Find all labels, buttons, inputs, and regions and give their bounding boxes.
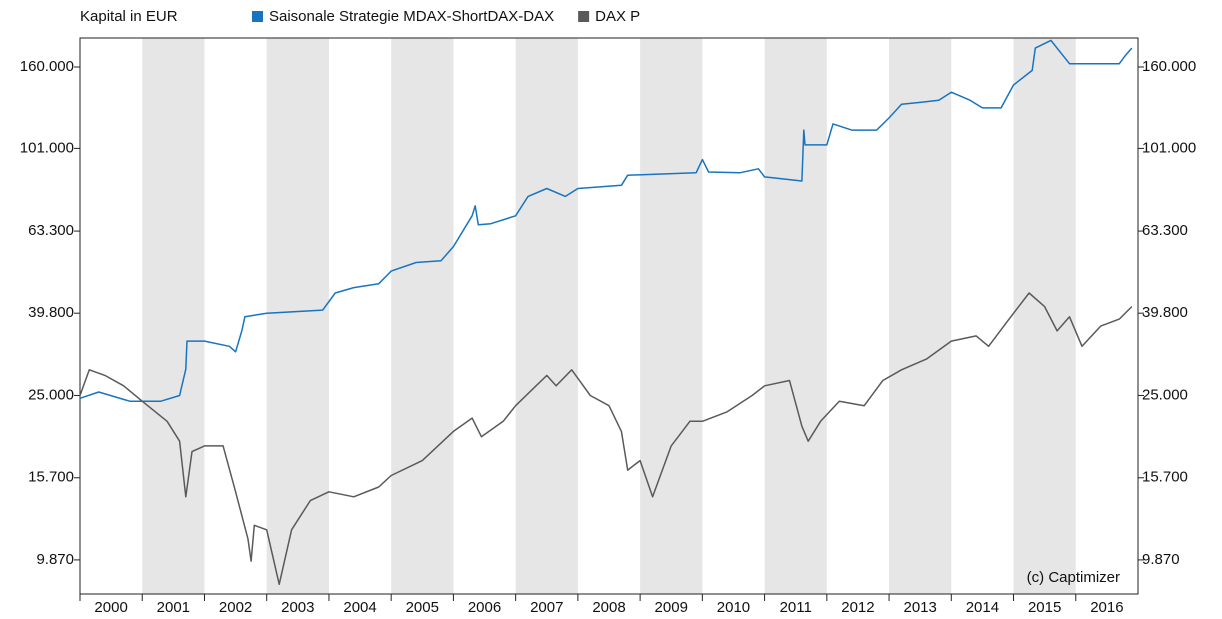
legend-label: Saisonale Strategie MDAX-ShortDAX-DAX — [269, 8, 554, 25]
y-tick-label-left: 39.800 — [28, 304, 74, 321]
x-tick-label: 2015 — [1028, 599, 1061, 616]
y-axis-label: Kapital in EUR — [80, 8, 178, 25]
year-band — [889, 38, 952, 594]
x-tick-label: 2014 — [966, 599, 999, 616]
x-tick-label: 2000 — [94, 599, 127, 616]
y-tick-label-left: 63.300 — [28, 222, 74, 239]
year-band — [142, 38, 205, 594]
x-tick-label: 2005 — [406, 599, 439, 616]
y-tick-label-right: 101.000 — [1142, 139, 1196, 156]
legend-swatch — [578, 11, 590, 22]
year-band — [266, 38, 329, 594]
x-tick-label: 2003 — [281, 599, 314, 616]
x-tick-label: 2006 — [468, 599, 501, 616]
y-tick-label-right: 9.870 — [1142, 551, 1180, 568]
x-tick-label: 2012 — [841, 599, 874, 616]
y-tick-label-right: 15.700 — [1142, 469, 1188, 486]
year-band — [640, 38, 703, 594]
y-tick-label-left: 25.000 — [28, 386, 74, 403]
year-band — [391, 38, 454, 594]
y-tick-label-left: 9.870 — [36, 551, 74, 568]
year-band — [1013, 38, 1076, 594]
y-tick-label-right: 160.000 — [1142, 58, 1196, 75]
y-tick-label-left: 15.700 — [28, 469, 74, 486]
x-tick-label: 2001 — [157, 599, 190, 616]
y-tick-label-left: 101.000 — [20, 139, 74, 156]
x-tick-label: 2011 — [780, 599, 812, 616]
x-tick-label: 2010 — [717, 599, 750, 616]
x-tick-label: 2008 — [592, 599, 625, 616]
legend-swatch — [252, 11, 263, 22]
y-tick-label-right: 25.000 — [1142, 386, 1188, 403]
x-tick-label: 2007 — [530, 599, 563, 616]
y-tick-label-right: 39.800 — [1142, 304, 1188, 321]
plot-frame — [79, 37, 1139, 595]
annotation: (c) Captimizer — [1027, 569, 1120, 586]
year-band — [764, 38, 827, 594]
x-tick-label: 2013 — [903, 599, 936, 616]
x-tick-label: 2004 — [343, 599, 376, 616]
y-tick-label-right: 63.300 — [1142, 222, 1188, 239]
series-line — [79, 39, 1133, 402]
legend-label: DAX P — [595, 8, 640, 25]
x-tick-label: 2009 — [655, 599, 688, 616]
series-line — [79, 292, 1133, 586]
year-band — [515, 38, 578, 594]
y-tick-label-left: 160.000 — [20, 58, 74, 75]
x-tick-label: 2002 — [219, 599, 252, 616]
x-tick-label: 2016 — [1090, 599, 1123, 616]
